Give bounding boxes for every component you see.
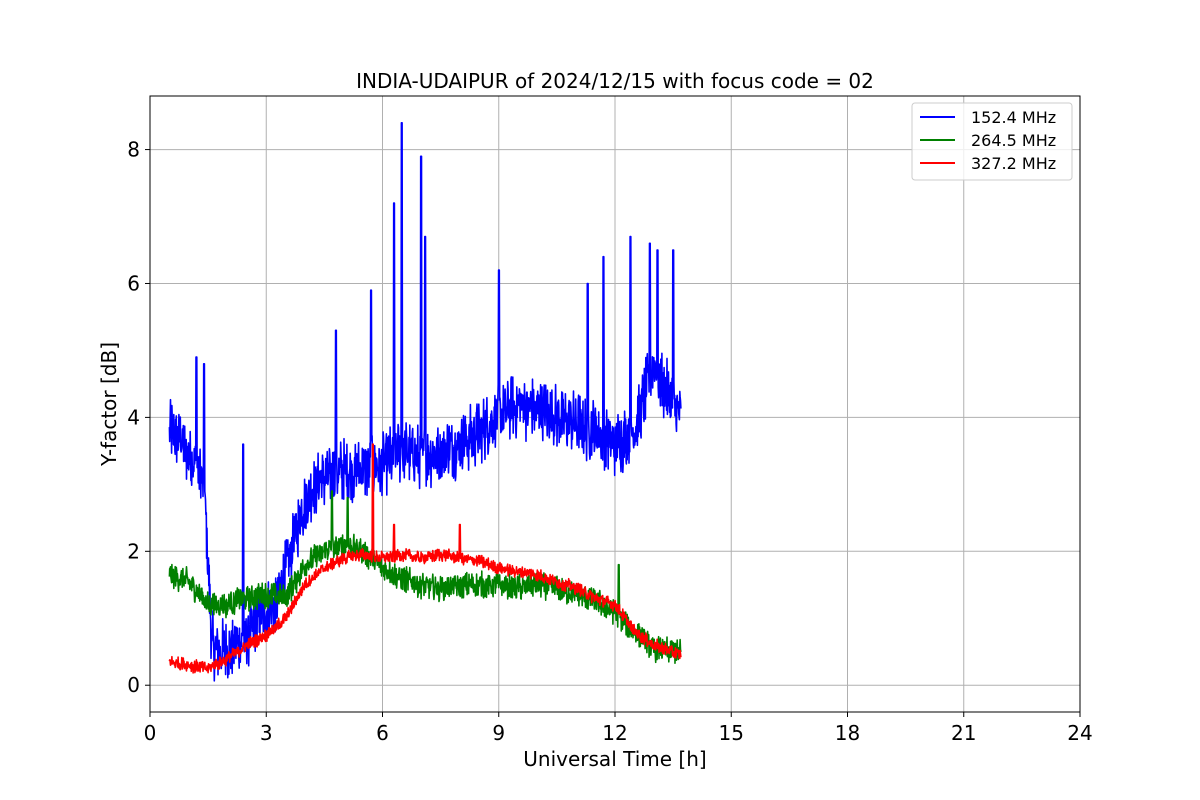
x-tick-label: 21 xyxy=(951,721,976,745)
x-tick-label: 18 xyxy=(835,721,860,745)
x-tick-label: 3 xyxy=(260,721,273,745)
legend-label: 152.4 MHz xyxy=(971,108,1056,127)
y-tick-label: 0 xyxy=(127,673,140,697)
legend: 152.4 MHz 264.5 MHz 327.2 MHz xyxy=(911,102,1073,181)
legend-label: 264.5 MHz xyxy=(971,131,1056,150)
y-axis-ticks: 0 2 4 6 8 xyxy=(127,138,150,697)
x-tick-label: 0 xyxy=(144,721,157,745)
series-line-2 xyxy=(168,443,682,674)
y-tick-label: 2 xyxy=(127,539,140,563)
x-axis-ticks: 0 3 6 9 12 15 18 21 24 xyxy=(144,712,1093,745)
x-tick-label: 9 xyxy=(492,721,505,745)
x-tick-label: 12 xyxy=(602,721,627,745)
y-axis-label: Y-factor [dB] xyxy=(97,342,121,467)
x-tick-label: 15 xyxy=(719,721,744,745)
legend-label: 327.2 MHz xyxy=(971,154,1056,173)
series-layer xyxy=(168,122,682,682)
legend-box xyxy=(911,102,1073,181)
series-line-0 xyxy=(168,122,682,682)
x-tick-label: 24 xyxy=(1067,721,1092,745)
chart-title: INDIA-UDAIPUR of 2024/12/15 with focus c… xyxy=(356,69,874,93)
series-line-1 xyxy=(168,490,682,665)
y-tick-label: 8 xyxy=(127,138,140,162)
y-tick-label: 4 xyxy=(127,405,140,429)
x-tick-label: 6 xyxy=(376,721,389,745)
x-axis-label: Universal Time [h] xyxy=(523,747,706,771)
y-tick-label: 6 xyxy=(127,271,140,295)
